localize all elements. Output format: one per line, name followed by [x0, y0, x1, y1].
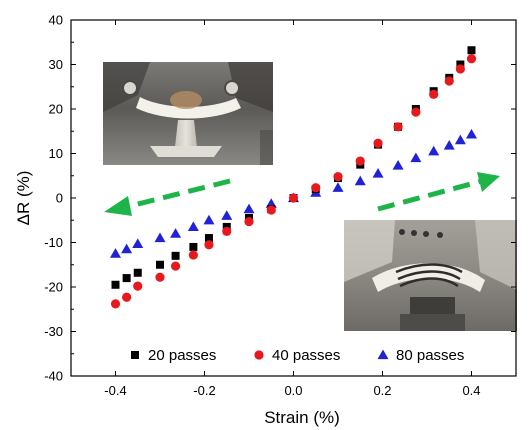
legend-marker-square — [131, 351, 139, 359]
data-point-triangle — [203, 214, 215, 225]
data-point-circle — [244, 216, 254, 227]
x-tick-label: 0.4 — [462, 383, 480, 398]
y-tick-label: 40 — [49, 13, 63, 28]
y-tick-label: -20 — [44, 280, 63, 295]
x-axis-title: Strain (%) — [264, 408, 340, 427]
data-point-triangle — [221, 210, 233, 220]
data-point-circle — [444, 76, 454, 86]
data-point-circle — [222, 226, 232, 236]
data-point-triangle — [243, 203, 255, 214]
data-point-circle — [170, 261, 181, 271]
x-tick-label: -0.4 — [104, 383, 126, 398]
data-point-circle — [466, 54, 477, 64]
legend: 20 passes 40 passes 80 passes — [131, 347, 464, 364]
data-point-circle — [373, 138, 383, 148]
legend-label: 20 passes — [148, 347, 216, 364]
legend-marker-circle — [254, 350, 264, 360]
data-point-square — [171, 251, 180, 260]
data-point-square — [156, 260, 164, 269]
y-tick-label: 0 — [56, 191, 63, 206]
data-point-circle — [188, 250, 198, 260]
data-point-circle — [122, 292, 132, 302]
data-point-circle — [393, 122, 403, 132]
data-point-circle — [455, 64, 465, 74]
x-tick-label: 0.2 — [373, 383, 391, 398]
data-point-triangle — [428, 145, 440, 156]
data-point-circle — [355, 156, 365, 166]
data-point-circle — [311, 183, 321, 193]
data-point-triangle — [110, 248, 121, 258]
data-point-triangle — [466, 128, 477, 139]
data-point-square — [467, 46, 476, 55]
tension-direction-arrow — [377, 172, 500, 212]
data-point-triangle — [332, 182, 344, 192]
legend-label: 80 passes — [396, 347, 464, 364]
data-point-triangle — [154, 232, 166, 243]
data-point-circle — [204, 240, 214, 250]
data-point-circle — [110, 299, 121, 309]
data-point-triangle — [121, 243, 133, 254]
y-tick-label: 20 — [49, 102, 63, 117]
data-point-square — [122, 274, 131, 283]
data-point-circle — [429, 89, 439, 99]
data-point-triangle — [392, 160, 404, 170]
data-point-triangle — [354, 175, 366, 186]
data-point-triangle — [454, 134, 466, 145]
compression-direction-arrow — [104, 178, 231, 216]
y-tick-label: -10 — [44, 235, 63, 250]
data-point-circle — [155, 272, 165, 282]
legend-marker-triangle — [377, 349, 389, 360]
y-tick-label: -30 — [44, 324, 63, 339]
series-triangle — [110, 128, 477, 258]
x-tick-label: 0.0 — [284, 383, 302, 398]
y-tick-label: 10 — [49, 146, 63, 161]
data-point-triangle — [372, 168, 384, 178]
data-point-square — [204, 234, 213, 243]
compressive-bending-photo — [103, 62, 273, 165]
data-point-triangle — [187, 221, 199, 232]
data-point-triangle — [443, 139, 455, 150]
data-point-circle — [266, 205, 276, 215]
data-point-triangle — [132, 238, 144, 248]
data-point-square — [189, 242, 198, 251]
data-point-triangle — [170, 228, 182, 238]
tensile-bending-photo — [344, 220, 517, 331]
y-tick-label: -40 — [44, 369, 63, 384]
data-point-circle — [333, 172, 343, 182]
data-point-circle — [411, 107, 421, 117]
data-point-square — [111, 280, 120, 289]
x-tick-label: -0.2 — [193, 383, 215, 398]
data-point-circle — [288, 193, 299, 203]
y-tick-label: 30 — [49, 57, 63, 72]
data-point-triangle — [410, 152, 422, 163]
y-axis-title: ΔR (%) — [14, 171, 33, 226]
data-point-circle — [133, 281, 143, 291]
legend-label: 40 passes — [272, 347, 340, 364]
data-point-square — [133, 268, 142, 277]
axes: -40 -30 -20 -10 0 10 20 30 40 -0.4 -0.2 0.0 0.2 0.4 — [44, 13, 516, 398]
data-series — [110, 46, 477, 309]
series-circle — [110, 54, 477, 309]
